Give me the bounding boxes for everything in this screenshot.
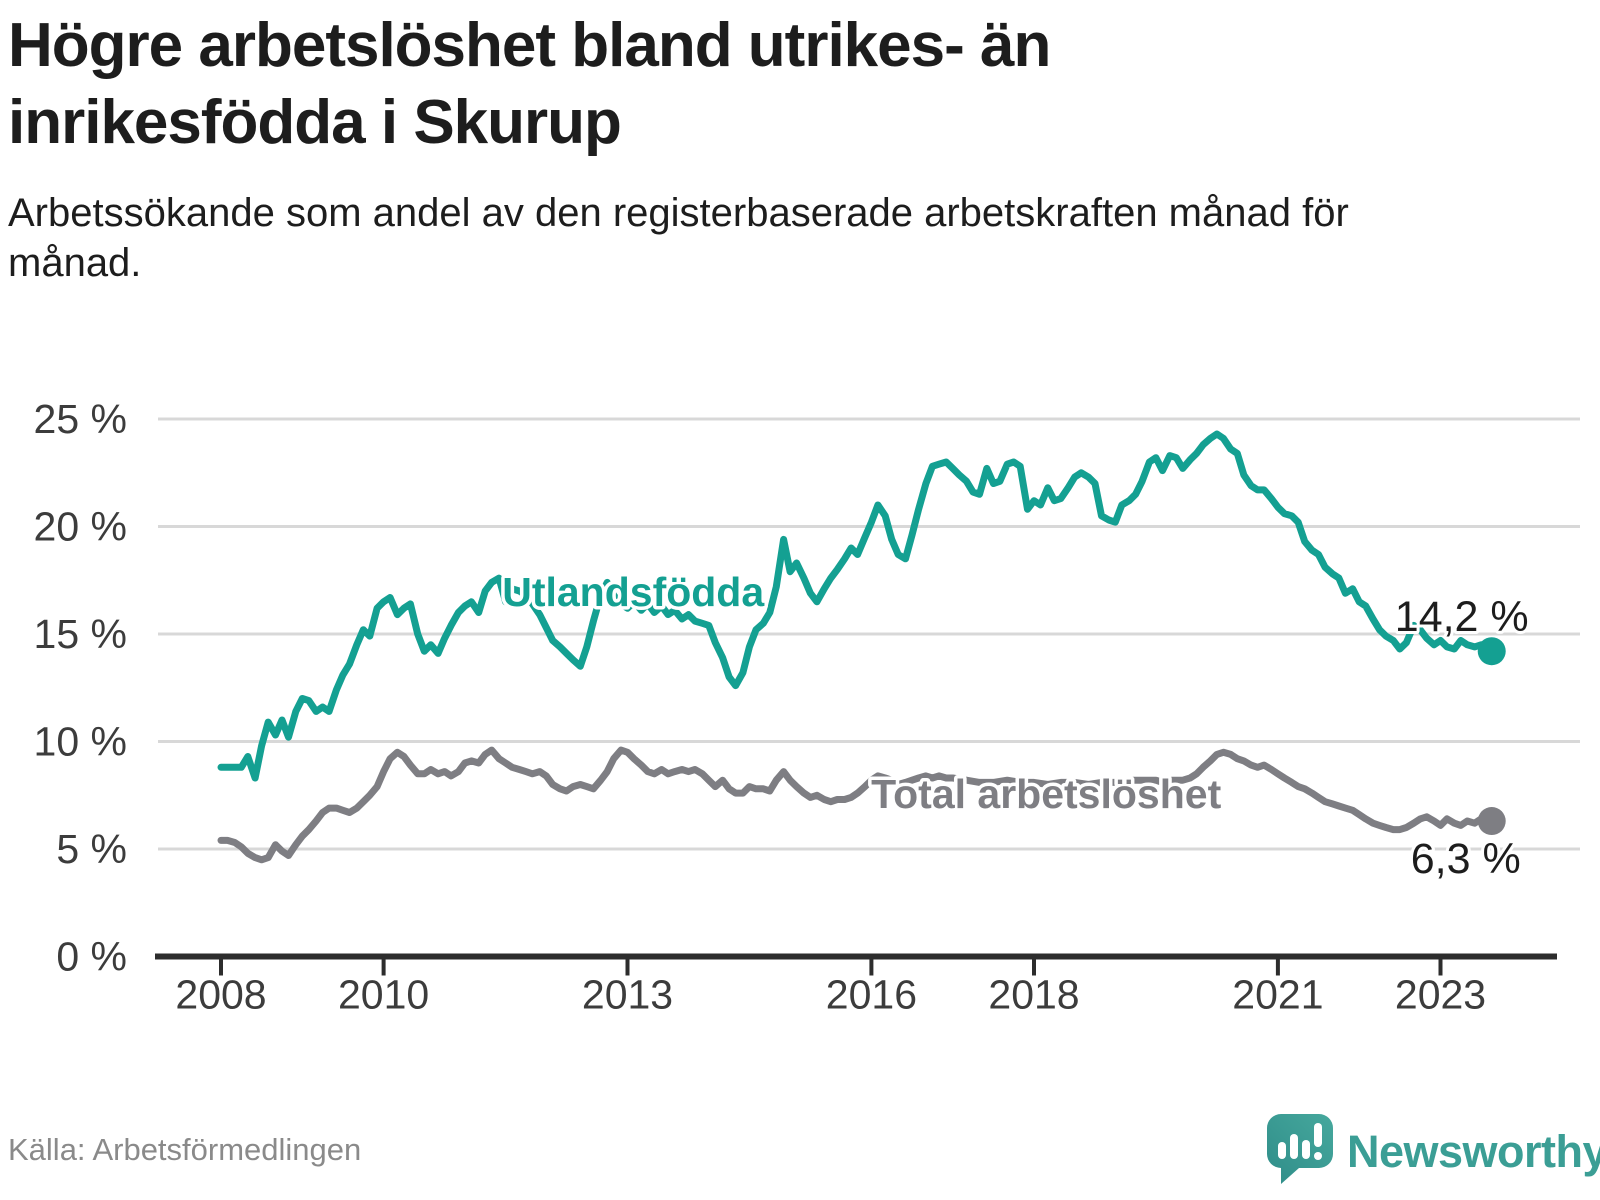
chart-subtitle: Arbetssökande som andel av den registerb…: [8, 191, 1349, 286]
series-line-utlandsfodda: [217, 430, 1496, 782]
y-tick-label-25: 25 %: [34, 396, 127, 442]
series-label-utlandsfodda: Utlandsfödda: [502, 569, 765, 615]
series-label-total: Total arbetslöshet: [871, 771, 1221, 817]
brand-logo: Newsworthy: [1267, 1114, 1600, 1190]
brand-name: Newsworthy: [1347, 1126, 1600, 1177]
series-end-dot-total: [1477, 807, 1506, 836]
x-tick-label-2021: 2021: [1232, 972, 1323, 1018]
x-tick-label-2018: 2018: [988, 972, 1079, 1018]
chart-title: Högre arbetslöshet bland utrikes- än inr…: [8, 11, 1051, 157]
end-value-label-utlandsfodda: 14,2 %: [1395, 593, 1529, 641]
x-tick-label-2013: 2013: [582, 972, 673, 1018]
y-tick-label-0: 0 %: [56, 934, 127, 980]
line-chart: 0 % 5 % 10 % 15 % 20 % 25 % 2008 2010 2013 2016 20…: [0, 350, 1600, 1050]
x-tick-label-2023: 2023: [1395, 972, 1486, 1018]
x-tick-label-2016: 2016: [826, 972, 917, 1018]
end-value-label-total: 6,3 %: [1411, 835, 1521, 883]
x-tick-label-2010: 2010: [338, 972, 429, 1018]
series-end-dot-utlandsfodda: [1477, 637, 1506, 666]
source-note: Källa: Arbetsförmedlingen: [8, 1132, 362, 1167]
series-line-total: [217, 746, 1496, 864]
y-tick-label-10: 10 %: [34, 719, 127, 765]
y-tick-label-5: 5 %: [56, 826, 127, 872]
chart-canvas: 0 % 5 % 10 % 15 % 20 % 25 % 2008 2010 2013 2016 20…: [34, 396, 1580, 1018]
x-tick-label-2008: 2008: [175, 972, 266, 1018]
y-tick-label-15: 15 %: [34, 611, 127, 657]
y-tick-label-20: 20 %: [34, 504, 127, 550]
newsworthy-icon: [1267, 1114, 1333, 1184]
